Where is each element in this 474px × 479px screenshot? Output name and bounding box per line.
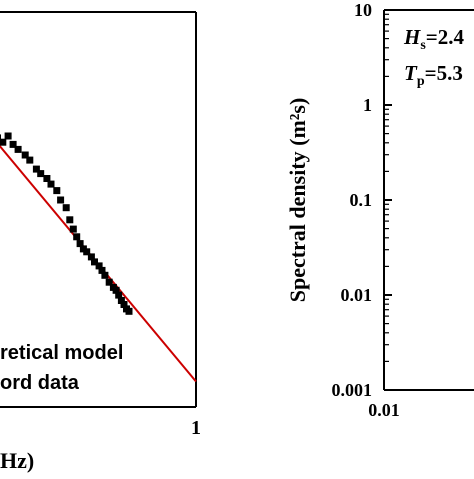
record-data-point: [115, 291, 123, 299]
record-data-point: [9, 140, 17, 148]
right-y-tick-label: 1: [363, 95, 372, 115]
annotation-hs-subscript: s: [420, 38, 426, 53]
left-x-axis-label: Hz): [0, 448, 34, 473]
record-data-point: [91, 258, 98, 266]
annotation-hs-value: =2.4: [426, 25, 465, 49]
right-x-tick-label: 0.01: [368, 400, 400, 420]
record-data-point: [83, 248, 91, 256]
right-y-tick-label: 0.001: [332, 380, 373, 400]
annotation-hs-symbol: H: [403, 25, 421, 49]
record-data-point: [37, 170, 45, 178]
record-data-point: [105, 278, 113, 286]
record-data-point: [76, 240, 84, 248]
record-data-point: [57, 196, 65, 204]
record-data-point: [4, 132, 12, 140]
record-data-point: [87, 253, 95, 261]
record-data-point: [62, 204, 70, 212]
record-data-point: [43, 175, 51, 182]
record-data-point: [32, 165, 40, 173]
record-data-point: [125, 307, 133, 315]
annotation-tp-subscript: p: [417, 74, 425, 89]
record-data-point: [101, 271, 109, 279]
record-data-point: [112, 286, 120, 294]
record-data-point: [120, 301, 128, 308]
right-y-tick-label: 0.01: [341, 285, 373, 305]
record-data-point: [98, 266, 106, 274]
right-y-ticks: 10 1 0.1 0.01 0.001: [332, 0, 392, 400]
record-data-point: [26, 156, 34, 164]
annotation-tp: Tp=5.3: [404, 61, 463, 89]
record-data-point: [0, 138, 7, 146]
record-data-point: [21, 151, 29, 159]
record-data-point: [73, 233, 81, 241]
right-y-tick-label: 0.1: [350, 190, 373, 210]
legend-entry-theoretical: retical model: [0, 342, 123, 364]
left-panel: retical model ord data 1 Hz): [0, 11, 201, 473]
record-data-point: [14, 145, 22, 153]
right-y-axis-label: Spectral density (m²s): [285, 98, 310, 303]
annotation-tp-symbol: T: [404, 61, 418, 85]
left-x-tick-label: 1: [191, 417, 201, 439]
record-data-point: [95, 262, 103, 270]
legend-entry-record: ord data: [0, 372, 80, 394]
record-data-point: [0, 134, 1, 142]
record-data-point: [69, 225, 77, 233]
record-data-point: [66, 216, 74, 224]
right-y-tick-label: 10: [354, 0, 372, 20]
left-series-group: [0, 132, 197, 383]
record-data-point: [117, 297, 125, 304]
record-data-point: [47, 180, 55, 188]
annotation-hs: Hs=2.4: [403, 25, 465, 53]
annotation-tp-value: =5.3: [425, 61, 463, 85]
record-data-point: [53, 187, 61, 195]
